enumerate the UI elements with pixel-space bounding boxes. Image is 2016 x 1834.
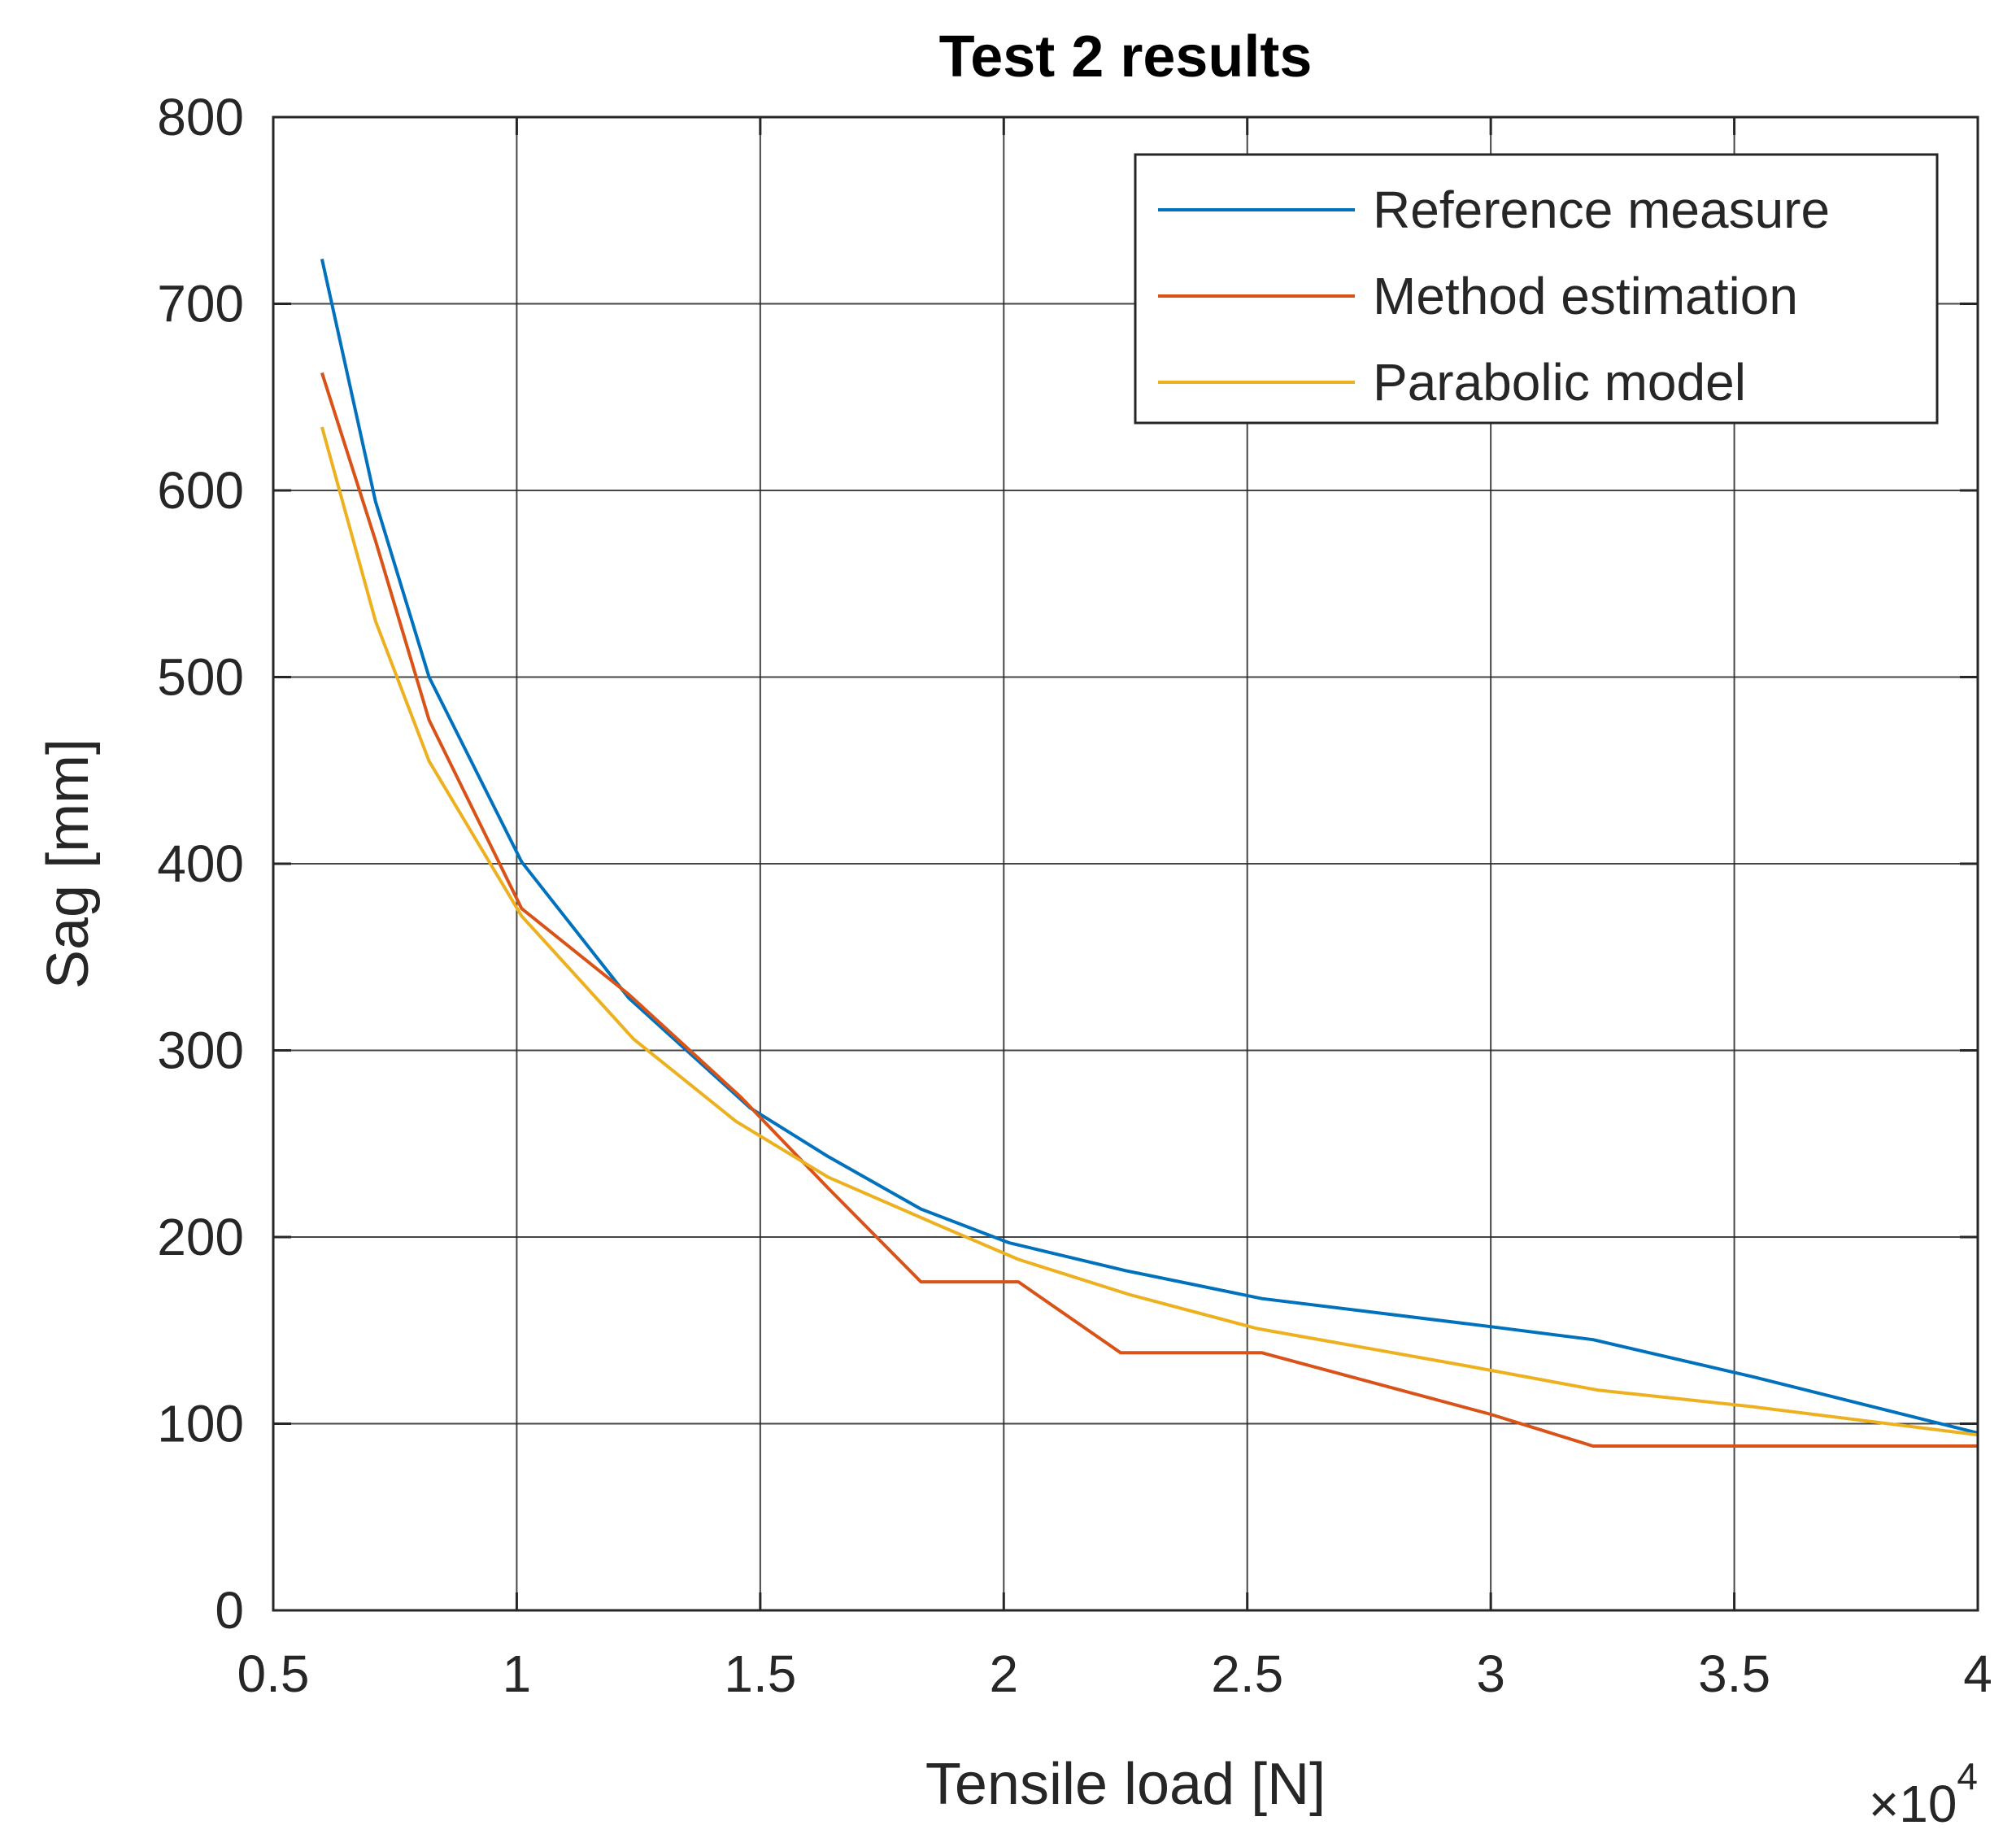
y-tick-label: 500 bbox=[157, 648, 244, 707]
grid-lines bbox=[273, 117, 1978, 1610]
legend-label: Parabolic model bbox=[1373, 353, 1746, 412]
legend-box bbox=[1134, 153, 1939, 425]
x-tick-label: 3 bbox=[1476, 1645, 1505, 1703]
chart-title: Test 2 results bbox=[939, 24, 1313, 89]
x-tick-label: 4 bbox=[1963, 1645, 1992, 1703]
series-line-3 bbox=[320, 426, 1979, 1437]
x-tick-label: 2 bbox=[989, 1645, 1018, 1703]
legend-label: Reference measure bbox=[1373, 181, 1830, 239]
y-tick-label: 800 bbox=[157, 88, 244, 146]
series-layer bbox=[320, 258, 1979, 1448]
series-line-1 bbox=[320, 258, 1979, 1435]
y-tick-label: 0 bbox=[215, 1581, 244, 1640]
x-exponent-base: ×10 bbox=[1869, 1775, 1957, 1833]
y-axis-label: Sag [mm] bbox=[36, 738, 101, 989]
x-axis-label: Tensile load [N] bbox=[925, 1752, 1326, 1817]
y-tick-label: 600 bbox=[157, 461, 244, 520]
x-tick-label: 3.5 bbox=[1698, 1645, 1770, 1703]
x-tick-label: 1.5 bbox=[724, 1645, 796, 1703]
series-line-2 bbox=[320, 372, 1978, 1448]
y-tick-label: 400 bbox=[157, 834, 244, 893]
y-tick-label: 300 bbox=[157, 1022, 244, 1080]
x-exponent-power: 4 bbox=[1957, 1755, 1978, 1797]
legend: Reference measure Method estimation Parabo… bbox=[1134, 153, 1939, 425]
x-tick-label: 1 bbox=[503, 1645, 532, 1703]
axis-ticks: 0.5 1 1.5 2 2.5 3 3.5 4 0 100 200 300 400 500 600 700 80… bbox=[157, 88, 1992, 1703]
y-tick-label: 100 bbox=[157, 1395, 244, 1453]
y-tick-label: 200 bbox=[157, 1208, 244, 1266]
x-exponent-label: ×104 bbox=[1869, 1755, 1978, 1833]
legend-label: Method estimation bbox=[1373, 267, 1798, 325]
x-tick-label: 2.5 bbox=[1211, 1645, 1283, 1703]
y-tick-label: 700 bbox=[157, 275, 244, 333]
x-tick-label: 0.5 bbox=[237, 1645, 310, 1703]
